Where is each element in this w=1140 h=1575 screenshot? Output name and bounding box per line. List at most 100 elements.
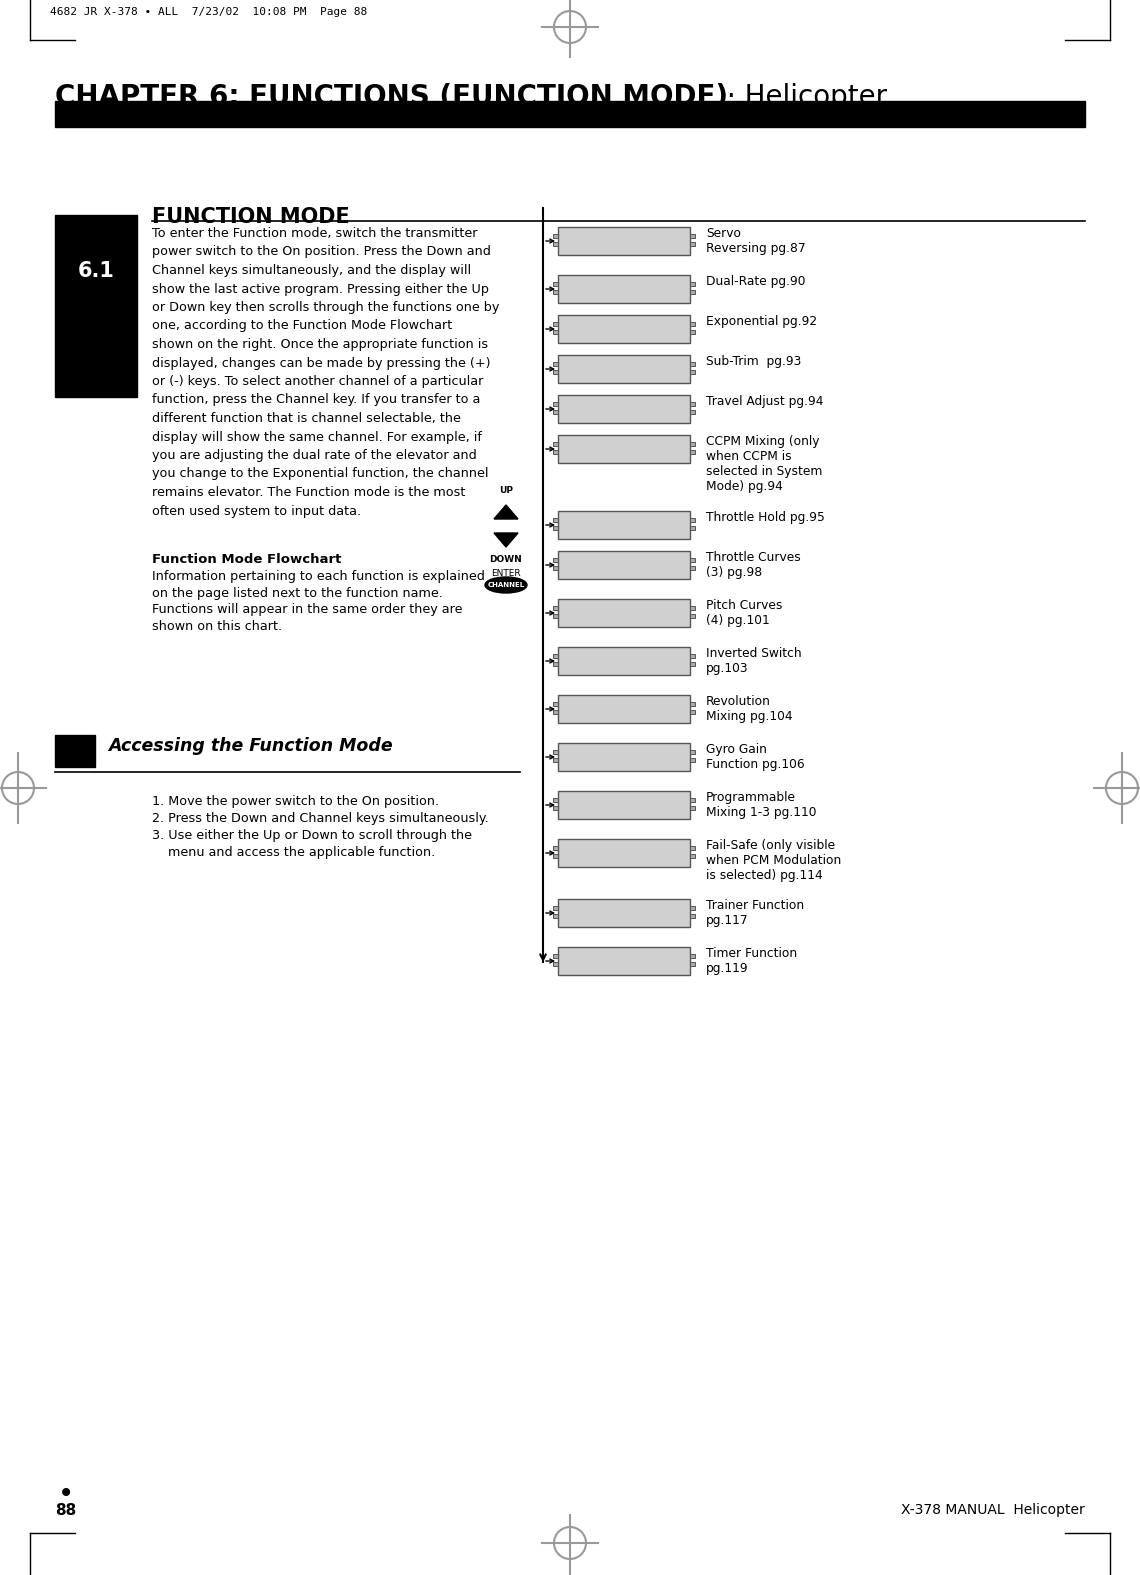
Bar [557, 947, 690, 975]
Text: Functions will appear in the same order they are: Functions will appear in the same order … [152, 603, 463, 616]
Text: or Down key then scrolls through the functions one by: or Down key then scrolls through the fun… [152, 301, 499, 313]
Bar [55, 736, 95, 767]
Text: To enter the Function mode, switch the transmitter: To enter the Function mode, switch the t… [152, 227, 478, 239]
Text: Throttle Curves
(3) pg.98: Throttle Curves (3) pg.98 [706, 551, 800, 580]
Bar [553, 913, 557, 918]
Bar [553, 450, 557, 454]
Polygon shape [494, 506, 518, 520]
Bar [557, 647, 690, 676]
Bar [553, 962, 557, 965]
Text: · Helicopter: · Helicopter [718, 83, 887, 110]
Bar [553, 290, 557, 295]
Bar [690, 758, 695, 762]
Text: CHAPTER 6: FUNCTIONS (FUNCTION MODE): CHAPTER 6: FUNCTIONS (FUNCTION MODE) [55, 83, 728, 110]
Bar [690, 282, 695, 287]
Bar [690, 702, 695, 706]
Bar [690, 854, 695, 858]
Bar [557, 227, 690, 255]
Bar [690, 526, 695, 531]
Bar [690, 750, 695, 754]
Text: FUNCTION MODE: FUNCTION MODE [152, 206, 350, 227]
Bar [553, 443, 557, 446]
Text: 3. Use either the Up or Down to scroll through the: 3. Use either the Up or Down to scroll t… [152, 828, 472, 843]
Bar [553, 854, 557, 858]
Bar [690, 906, 695, 910]
Bar [557, 510, 690, 539]
Text: power switch to the On position. Press the Down and: power switch to the On position. Press t… [152, 246, 491, 258]
Text: displayed, changes can be made by pressing the (+): displayed, changes can be made by pressi… [152, 356, 490, 370]
Text: •: • [58, 1480, 74, 1507]
Text: Dual-Rate pg.90: Dual-Rate pg.90 [706, 276, 806, 288]
Bar [690, 654, 695, 658]
Bar [690, 913, 695, 918]
Text: Throttle Hold pg.95: Throttle Hold pg.95 [706, 510, 825, 524]
Text: Timer Function
pg.119: Timer Function pg.119 [706, 947, 797, 975]
Ellipse shape [484, 576, 527, 594]
Bar [553, 370, 557, 373]
Text: shown on this chart.: shown on this chart. [152, 619, 282, 633]
Bar [690, 235, 695, 238]
Bar [557, 791, 690, 819]
Text: display will show the same channel. For example, if: display will show the same channel. For … [152, 430, 482, 444]
Bar [690, 565, 695, 570]
Bar [690, 402, 695, 406]
Text: one, according to the Function Mode Flowchart: one, according to the Function Mode Flow… [152, 320, 453, 332]
Text: often used system to input data.: often used system to input data. [152, 504, 361, 518]
Bar [557, 551, 690, 580]
Text: Trainer Function
pg.117: Trainer Function pg.117 [706, 899, 804, 928]
Text: different function that is channel selectable, the: different function that is channel selec… [152, 413, 461, 425]
Bar [557, 899, 690, 928]
Bar [553, 906, 557, 910]
Text: or (-) keys. To select another channel of a particular: or (-) keys. To select another channel o… [152, 375, 483, 387]
Bar [690, 518, 695, 521]
Bar [557, 315, 690, 343]
Bar [557, 839, 690, 866]
Bar [553, 750, 557, 754]
Text: ENTER: ENTER [491, 569, 521, 578]
Text: Fail-Safe (only visible
when PCM Modulation
is selected) pg.114: Fail-Safe (only visible when PCM Modulat… [706, 839, 841, 882]
Bar [557, 395, 690, 424]
Bar [690, 321, 695, 326]
Bar [690, 846, 695, 851]
Text: you are adjusting the dual rate of the elevator and: you are adjusting the dual rate of the e… [152, 449, 477, 461]
Text: Servo
Reversing pg.87: Servo Reversing pg.87 [706, 227, 806, 255]
Bar [557, 695, 690, 723]
Bar [690, 410, 695, 414]
Bar [553, 558, 557, 562]
Text: on the page listed next to the function name.: on the page listed next to the function … [152, 586, 442, 600]
Text: 2. Press the Down and Channel keys simultaneously.: 2. Press the Down and Channel keys simul… [152, 813, 489, 825]
Bar [690, 362, 695, 365]
Bar [55, 101, 1085, 128]
Text: Channel keys simultaneously, and the display will: Channel keys simultaneously, and the dis… [152, 265, 471, 277]
Bar [557, 354, 690, 383]
Text: 1. Move the power switch to the On position.: 1. Move the power switch to the On posit… [152, 795, 439, 808]
Bar [553, 362, 557, 365]
Bar [553, 410, 557, 414]
Bar [553, 243, 557, 246]
Bar [557, 598, 690, 627]
Text: UP: UP [499, 487, 513, 495]
Bar [690, 806, 695, 810]
Bar [690, 290, 695, 295]
Bar [690, 962, 695, 965]
Text: Revolution
Mixing pg.104: Revolution Mixing pg.104 [706, 695, 792, 723]
Text: Pitch Curves
(4) pg.101: Pitch Curves (4) pg.101 [706, 598, 782, 627]
Bar [553, 662, 557, 666]
Bar [553, 710, 557, 713]
Bar [690, 954, 695, 958]
Bar [690, 331, 695, 334]
Bar [690, 558, 695, 562]
Bar [553, 758, 557, 762]
Bar [553, 654, 557, 658]
Text: shown on the right. Once the appropriate function is: shown on the right. Once the appropriate… [152, 339, 488, 351]
Bar [553, 606, 557, 610]
Bar [553, 614, 557, 617]
Bar [553, 954, 557, 958]
Bar [690, 443, 695, 446]
Text: you change to the Exponential function, the channel: you change to the Exponential function, … [152, 468, 489, 480]
Bar [690, 243, 695, 246]
Bar [553, 282, 557, 287]
Polygon shape [494, 532, 518, 547]
Bar [553, 331, 557, 334]
Text: Function Mode Flowchart: Function Mode Flowchart [152, 553, 341, 565]
